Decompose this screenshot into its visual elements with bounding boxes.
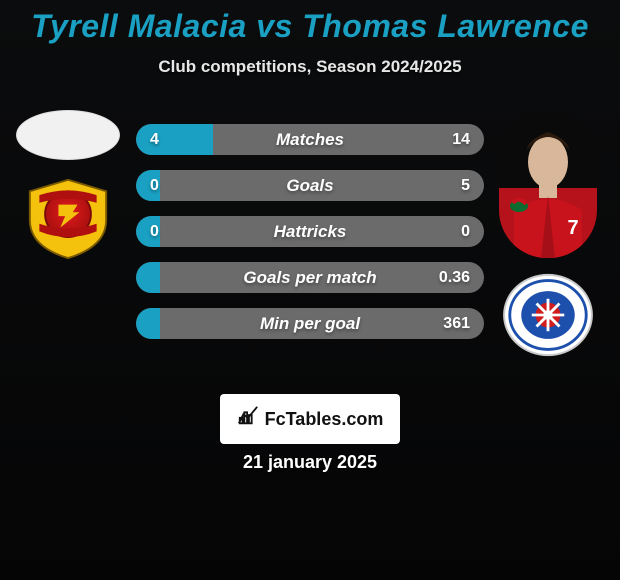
stat-label: Min per goal <box>136 314 484 334</box>
date-line: 21 january 2025 <box>0 452 620 473</box>
stat-value-left: 0 <box>150 177 159 195</box>
stat-value-left: 0 <box>150 223 159 241</box>
chart-icon <box>237 405 259 433</box>
page-title: Tyrell Malacia vs Thomas Lawrence <box>0 0 620 45</box>
stat-value-left: 4 <box>150 131 159 149</box>
stats-area: 4Matches140Goals50Hattricks0Goals per ma… <box>0 110 620 339</box>
stat-value-right: 0.36 <box>439 269 470 287</box>
brand-text: FcTables.com <box>265 409 384 430</box>
brand-footer: FcTables.com <box>220 394 400 444</box>
stat-bar-left-fill <box>136 262 160 293</box>
subtitle: Club competitions, Season 2024/2025 <box>0 57 620 77</box>
stat-bar-row: Min per goal361 <box>136 308 484 339</box>
stat-value-right: 14 <box>452 131 470 149</box>
stat-label: Hattricks <box>136 222 484 242</box>
stat-value-right: 361 <box>443 315 470 333</box>
stat-bar-left-fill <box>136 124 213 155</box>
stat-bar-row: 0Goals5 <box>136 170 484 201</box>
stat-bar-row: 0Hattricks0 <box>136 216 484 247</box>
stat-value-right: 5 <box>461 177 470 195</box>
stat-label: Goals per match <box>136 268 484 288</box>
stat-bar-row: Goals per match0.36 <box>136 262 484 293</box>
stat-bar-row: 4Matches14 <box>136 124 484 155</box>
stat-label: Goals <box>136 176 484 196</box>
comparison-card: Tyrell Malacia vs Thomas Lawrence Club c… <box>0 0 620 580</box>
stat-value-right: 0 <box>461 223 470 241</box>
stat-bars: 4Matches140Goals50Hattricks0Goals per ma… <box>136 124 484 339</box>
stat-bar-left-fill <box>136 308 160 339</box>
